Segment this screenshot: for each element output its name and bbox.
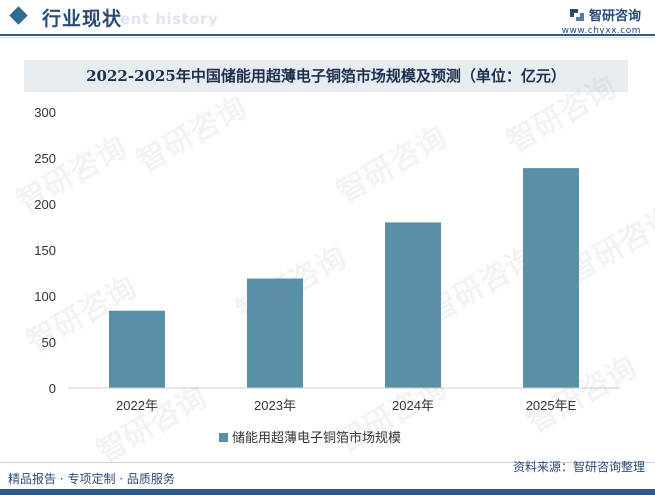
x-tick-label: 2022年	[116, 398, 158, 413]
header-divider	[0, 34, 655, 36]
x-axis-ticks: 2022年 2023年 2024年 2025年E	[116, 398, 577, 413]
brand-logo-icon	[569, 8, 584, 21]
y-tick-label: 100	[34, 289, 56, 304]
x-tick-label: 2023年	[254, 398, 296, 413]
legend: 储能用超薄电子铜箔市场规模	[219, 430, 401, 446]
y-tick-label: 200	[34, 197, 56, 212]
header: ent history 行业现状 智研咨询 www.chyxx.com	[0, 0, 655, 40]
brand-url: www.chyxx.com	[561, 26, 641, 36]
y-axis-ticks: 0 50 100 150 200 250 300	[34, 105, 56, 396]
brand: 智研咨询 www.chyxx.com	[562, 5, 641, 36]
y-tick-label: 150	[34, 243, 56, 258]
footer-source: 资料来源：智研咨询整理	[512, 460, 645, 474]
footer-slogan: 精品报告 · 专项定制 · 品质服务	[8, 472, 175, 486]
y-tick-label: 50	[42, 335, 56, 350]
legend-swatch	[219, 433, 228, 442]
bar-2023年	[247, 278, 303, 388]
section-title: 行业现状	[42, 8, 123, 30]
footer-divider	[0, 462, 655, 463]
bar-2024年	[385, 222, 441, 388]
y-tick-label: 250	[34, 151, 56, 166]
section-ghost-text: ent history	[120, 10, 219, 28]
header-divider-grey	[0, 37, 655, 38]
y-tick-label: 0	[49, 381, 56, 396]
bar-chart: 0 50 100 150 200 250 300 2022年 2023年 2024年 2025年E…	[34, 105, 620, 446]
bar-2025年E	[523, 168, 579, 388]
x-tick-label: 2024年	[392, 398, 434, 413]
bars	[109, 168, 579, 388]
x-tick-label: 2025年E	[526, 398, 577, 413]
bar-2022年	[109, 310, 165, 388]
y-tick-label: 300	[34, 105, 56, 120]
legend-label: 储能用超薄电子铜箔市场规模	[232, 430, 401, 446]
brand-name: 智研咨询	[588, 9, 641, 24]
chart-title: 2022-2025年中国储能用超薄电子铜箔市场规模及预测（单位：亿元）	[24, 60, 628, 92]
diamond-icon	[9, 6, 28, 25]
footer-bar	[0, 489, 655, 495]
